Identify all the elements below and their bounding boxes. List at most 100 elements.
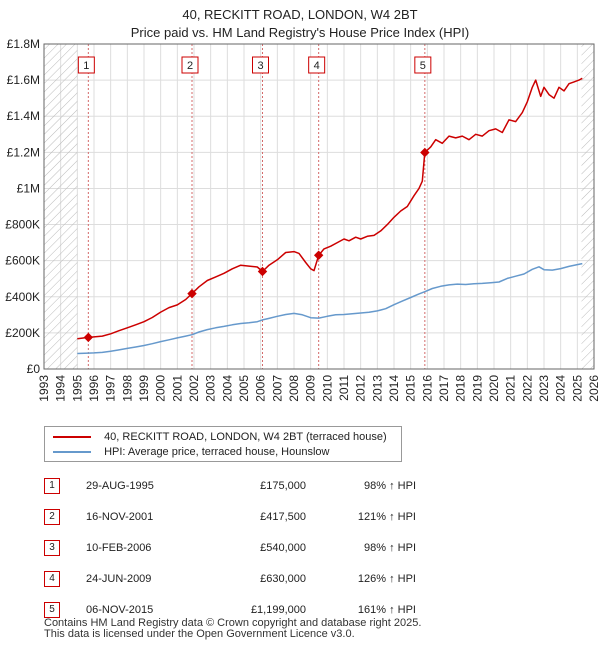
sale-row: 3 10-FEB-2006 £540,000 98% ↑ HPI xyxy=(44,532,416,563)
x-tick-label: 2021 xyxy=(504,375,518,402)
grid xyxy=(43,43,595,370)
sale-price: £417,500 xyxy=(260,510,306,523)
footer-line2: This data is licensed under the Open Gov… xyxy=(44,628,355,640)
x-tick-label: 2002 xyxy=(187,375,201,402)
x-tick-label: 2000 xyxy=(154,375,168,402)
chart-title-line2: Price paid vs. HM Land Registry's House … xyxy=(130,25,470,40)
sale-date: 06-NOV-2015 xyxy=(86,603,154,616)
sale-number-box: 5 xyxy=(44,601,60,618)
sales-table: 1 29-AUG-1995 £175,000 98% ↑ HPI 2 16-NOV-200… xyxy=(44,470,416,625)
sale-label-boxes: 1 2 3 4 5 xyxy=(77,56,432,74)
y-tick-label: £400K xyxy=(5,290,40,304)
footer: Contains HM Land Registry data © Crown c… xyxy=(44,618,421,640)
x-tick-label: 2011 xyxy=(337,375,351,401)
x-tick-label: 1998 xyxy=(120,375,134,402)
x-tick-label: 1994 xyxy=(54,375,68,402)
hatched-region xyxy=(581,44,594,369)
legend-label-property: 40, RECKITT ROAD, LONDON, W4 2BT (terrac… xyxy=(104,431,387,443)
series-lines xyxy=(77,77,583,355)
x-tick-label: 1995 xyxy=(70,375,84,402)
x-tick-label: 2006 xyxy=(254,375,268,402)
x-tick-label: 2025 xyxy=(570,375,584,402)
hatched-regions xyxy=(44,44,594,369)
legend-item-property: 40, RECKITT ROAD, LONDON, W4 2BT (terrac… xyxy=(53,430,387,444)
sale-label-box xyxy=(181,56,199,74)
sale-hpi-change: 98% ↑ HPI xyxy=(364,541,416,554)
sale-row: 5 06-NOV-2015 £1,199,000 161% ↑ HPI xyxy=(44,594,416,625)
sale-hpi-change: 98% ↑ HPI xyxy=(364,479,416,492)
y-tick-label: £1.6M xyxy=(7,73,40,87)
y-tick-label: £1.8M xyxy=(7,37,40,51)
sale-date: 24-JUN-2009 xyxy=(86,572,152,585)
x-tick-label: 2003 xyxy=(204,375,218,402)
legend: 40, RECKITT ROAD, LONDON, W4 2BT (terrac… xyxy=(44,426,402,462)
x-tick-label: 2005 xyxy=(237,375,251,402)
x-tick-label: 2016 xyxy=(420,375,434,402)
sale-row: 1 29-AUG-1995 £175,000 98% ↑ HPI xyxy=(44,470,416,501)
x-tick-label: 2026 xyxy=(587,375,600,402)
sale-row: 2 16-NOV-2001 £417,500 121% ↑ HPI xyxy=(44,501,416,532)
x-tick-label: 1997 xyxy=(104,375,118,402)
sale-number-box: 3 xyxy=(44,539,60,556)
sale-hpi-change: 161% ↑ HPI xyxy=(357,603,416,616)
legend-label-hpi: HPI: Average price, terraced house, Houn… xyxy=(104,446,330,458)
plot-frame xyxy=(43,43,595,370)
y-tick-label: £0 xyxy=(27,362,41,376)
x-tick-label: 2008 xyxy=(287,375,301,402)
sale-number-box: 4 xyxy=(44,570,60,587)
x-tick-label: 2020 xyxy=(487,375,501,402)
plot-area xyxy=(44,44,594,369)
sale-row: 4 24-JUN-2009 £630,000 126% ↑ HPI xyxy=(44,563,416,594)
sale-label-number: 5 xyxy=(420,60,426,72)
sale-marker xyxy=(187,288,197,299)
sale-date: 29-AUG-1995 xyxy=(86,479,154,492)
sale-label-box xyxy=(414,56,432,74)
sale-label-box xyxy=(308,56,326,74)
legend-item-hpi: HPI: Average price, terraced house, Houn… xyxy=(53,445,329,459)
x-tick-label: 2010 xyxy=(320,375,334,402)
sale-hpi-change: 121% ↑ HPI xyxy=(357,510,416,523)
x-tick-label: 2013 xyxy=(370,375,384,402)
sale-label-box xyxy=(77,56,95,74)
sale-marker xyxy=(83,332,94,343)
hatched-region xyxy=(44,44,78,369)
x-tick-label: 2018 xyxy=(454,375,468,402)
x-tick-label: 2015 xyxy=(404,375,418,402)
x-tick-label: 2019 xyxy=(470,375,484,402)
sale-label-number: 1 xyxy=(83,60,89,72)
x-tick-label: 2022 xyxy=(520,375,534,402)
x-tick-label: 2014 xyxy=(387,375,401,402)
x-tick-label: 2024 xyxy=(554,375,568,402)
sale-marker xyxy=(257,266,268,277)
x-tick-label: 2017 xyxy=(437,375,451,402)
sale-label-number: 3 xyxy=(257,60,263,72)
x-tick-label: 2012 xyxy=(354,375,368,402)
sale-label-number: 4 xyxy=(314,60,320,72)
x-tick-label: 2007 xyxy=(270,375,284,402)
sale-date: 10-FEB-2006 xyxy=(86,541,152,554)
chart-title: 40, RECKITT ROAD, LONDON, W4 2BT Price p… xyxy=(0,6,600,42)
x-tick-label: 1999 xyxy=(137,375,151,402)
x-tick-label: 2004 xyxy=(220,375,234,402)
sale-price: £175,000 xyxy=(260,479,306,492)
sale-marker xyxy=(420,147,430,158)
legend-swatch-property xyxy=(53,436,91,439)
x-tick-label: 2023 xyxy=(537,375,551,402)
price-chart: 1 2 3 4 5 £0 £200K £400K £600K £800K £1M £1.2M £1.4… xyxy=(5,37,600,402)
sale-price: £630,000 xyxy=(260,572,306,585)
sale-date: 16-NOV-2001 xyxy=(86,510,154,523)
legend-swatch-hpi xyxy=(53,451,91,454)
sale-marker xyxy=(313,250,324,260)
sale-price: £1,199,000 xyxy=(250,603,306,616)
sale-markers xyxy=(83,147,430,343)
property-price-line xyxy=(77,77,583,340)
x-tick-label: 2009 xyxy=(304,375,318,402)
y-tick-label: £200K xyxy=(5,326,40,340)
y-tick-label: £600K xyxy=(5,254,40,268)
footer-line1: Contains HM Land Registry data © Crown c… xyxy=(44,617,422,629)
axes: £0 £200K £400K £600K £800K £1M £1.2M £1.4M £1.6M… xyxy=(5,37,600,402)
sale-number-box: 1 xyxy=(44,477,60,494)
sale-hpi-change: 126% ↑ HPI xyxy=(357,572,416,585)
x-tick-label: 1996 xyxy=(87,375,101,402)
sale-price: £540,000 xyxy=(260,541,306,554)
